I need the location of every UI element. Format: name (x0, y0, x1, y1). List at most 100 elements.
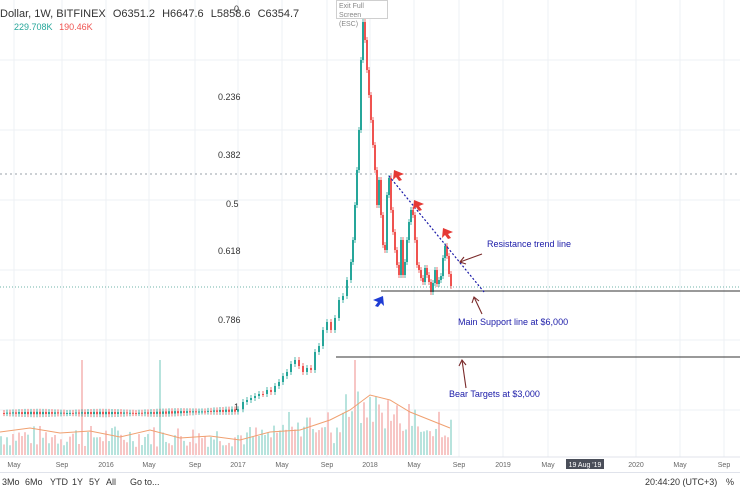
candle-body (63, 412, 65, 414)
volume-bar (222, 445, 224, 455)
candle-body (174, 411, 176, 414)
candle-body (414, 215, 416, 240)
candle-body (9, 412, 11, 414)
candle-body (117, 412, 119, 414)
candle-body (262, 394, 264, 395)
volume-bars (0, 360, 452, 455)
symbol-header: Dollar, 1W, BITFINEX O6351.2 H6647.6 L58… (0, 8, 303, 20)
volume-bar (87, 432, 89, 455)
candle-body (448, 256, 450, 274)
x-axis-tick-label: Sep (718, 462, 731, 469)
resistance-trend-line[interactable] (388, 175, 485, 293)
bottom-toolbar: 3Mo 6Mo YTD 1Y 5Y All Go to... 20:44:20 … (0, 472, 740, 493)
volume-bar (57, 443, 59, 455)
candle-body (410, 210, 412, 222)
volume-bar (264, 435, 266, 455)
volume-bar (48, 443, 50, 455)
tooltip-line-2: (ESC) (339, 21, 359, 28)
volume-bar (120, 434, 122, 455)
volume-bar (432, 436, 434, 455)
x-axis-tick-label: May (7, 462, 21, 469)
x-axis-tick-label: Sep (453, 462, 466, 469)
exit-fullscreen-tooltip[interactable]: Exit Full Screen (ESC) (336, 0, 388, 28)
volume-bar (363, 402, 365, 455)
candle-body (135, 413, 137, 415)
volume-bar (258, 436, 260, 455)
volume-bar (72, 433, 74, 455)
candle-body (126, 412, 128, 414)
candle-body (69, 412, 71, 414)
volume-bar (339, 432, 341, 455)
candle-body (310, 368, 312, 370)
range-3mo-button[interactable]: 3Mo (2, 477, 20, 487)
candle-body (356, 170, 358, 205)
volume-bar (354, 360, 356, 455)
candle-body (394, 232, 396, 250)
volume-bar (252, 436, 254, 455)
x-axis-tick-label: 2020 (628, 462, 644, 469)
open-value: O6351.2 (112, 8, 156, 20)
candle-body (30, 411, 32, 415)
volume-moving-average (0, 394, 451, 441)
candle-body (298, 360, 300, 366)
candle-body (183, 411, 185, 413)
x-axis-tick-label: Sep (189, 462, 202, 469)
candle-body (386, 195, 388, 250)
volume-bar (420, 431, 422, 455)
candle-body (350, 262, 352, 280)
volume-bar (0, 436, 2, 455)
candle-body (286, 372, 288, 376)
candle-body (156, 411, 158, 414)
x-axis-tick-label: Sep (56, 462, 69, 469)
x-axis-tick-label: May (541, 462, 555, 469)
volume-bar (351, 411, 353, 455)
candle-body (400, 240, 402, 275)
volume-bar (51, 437, 53, 455)
volume-bar (429, 431, 431, 455)
volume-bar (102, 441, 104, 455)
volume-bar (336, 427, 338, 455)
candle-body (370, 95, 372, 120)
range-6mo-button[interactable]: 6Mo (25, 477, 43, 487)
x-axis-tick-label: May (407, 462, 421, 469)
volume-bar (318, 430, 320, 455)
candle-body (102, 411, 104, 415)
candle-body (450, 274, 452, 286)
volume-bar (324, 427, 326, 455)
volume-bar (78, 444, 80, 455)
tooltip-line-1: Exit Full Screen (339, 3, 364, 19)
candle-body (420, 270, 422, 278)
candle-body (108, 411, 110, 415)
x-axis-tick-label: May (673, 462, 687, 469)
candle-body (242, 402, 244, 410)
volume-legend: 229.708K 190.46K (0, 22, 93, 32)
volume-bar (42, 437, 44, 455)
candle-body (416, 240, 418, 265)
candlesticks (3, 19, 452, 418)
volume-bar (396, 405, 398, 455)
candle-body (81, 412, 83, 414)
goto-button[interactable]: Go to... (130, 477, 160, 487)
volume-bar (357, 391, 359, 455)
volume-bar (132, 441, 134, 455)
candle-body (78, 412, 80, 414)
range-ytd-button[interactable]: YTD (50, 477, 68, 487)
volume-bar (63, 445, 65, 455)
range-1y-button[interactable]: 1Y (72, 477, 84, 487)
candle-body (18, 412, 20, 414)
volume-bar (210, 437, 212, 455)
volume-bar (294, 429, 296, 455)
range-all-button[interactable]: All (106, 477, 117, 487)
candle-body (93, 411, 95, 415)
volume-bar (138, 434, 140, 455)
volume-bar (225, 445, 227, 455)
percent-toggle-button[interactable]: % (726, 477, 735, 487)
volume-bar (96, 437, 98, 455)
range-5y-button[interactable]: 5Y (89, 477, 101, 487)
volume-bar (6, 437, 8, 455)
candle-body (33, 411, 35, 415)
volume-bar (309, 417, 311, 455)
candle-body (380, 180, 382, 215)
x-axis-tick-label: 2016 (98, 462, 114, 469)
